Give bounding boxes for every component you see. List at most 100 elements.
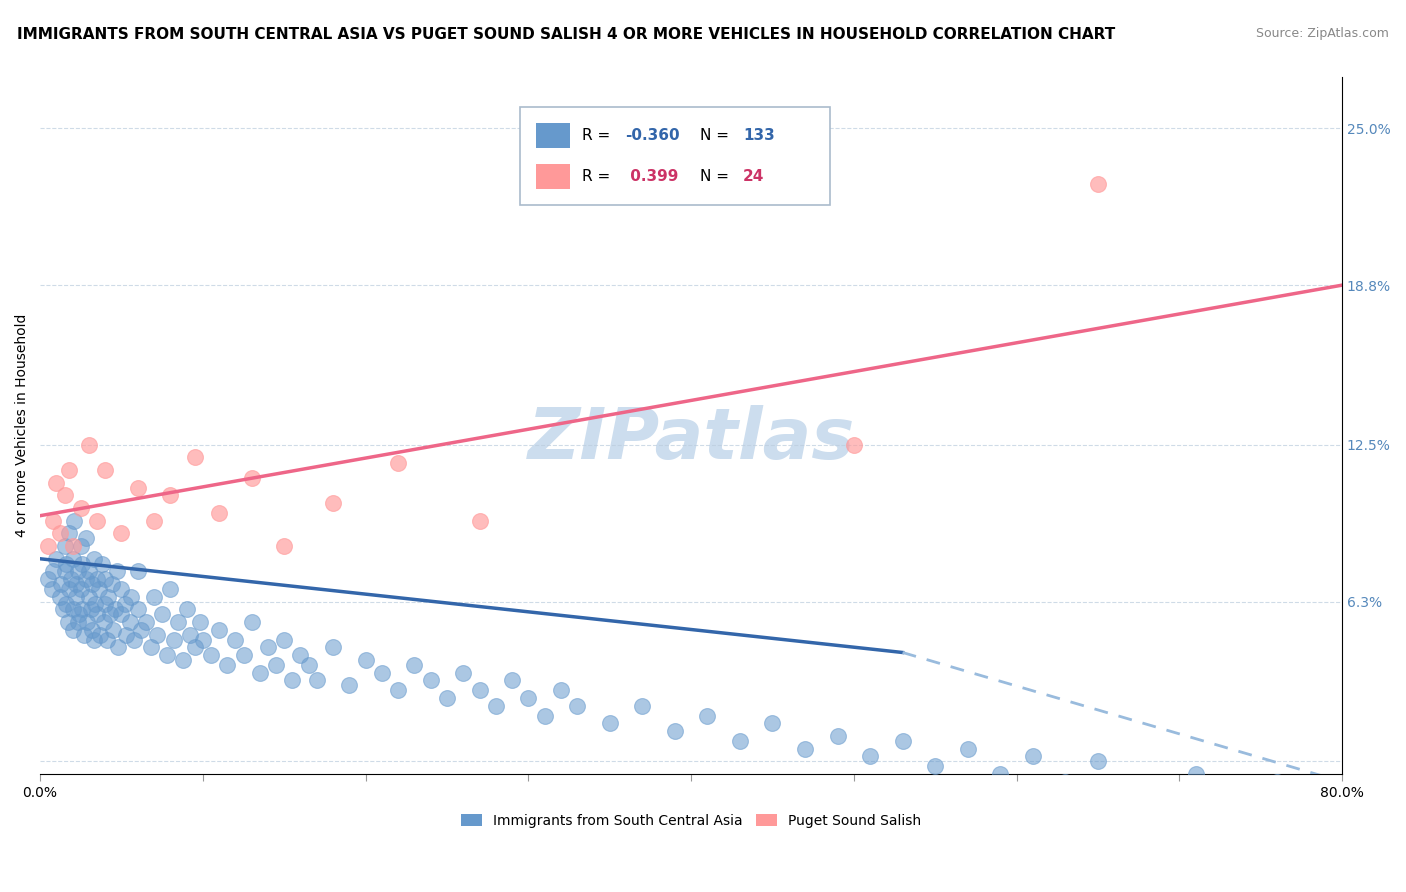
Point [139,640,162,655]
Point [1087,755,1109,769]
Point [41,582,63,596]
Point [387,683,409,698]
Point [83,551,105,566]
Text: 133: 133 [742,128,775,143]
FancyBboxPatch shape [520,107,830,205]
Point [232,648,254,662]
Point [146,628,169,642]
Point [1022,749,1045,764]
Point [62,623,84,637]
Point [1087,177,1109,191]
Point [794,741,817,756]
Point [129,623,152,637]
Point [75,572,97,586]
Point [322,496,344,510]
Point [322,640,344,655]
Point [664,724,686,739]
Point [533,708,555,723]
Text: IMMIGRANTS FROM SOUTH CENTRAL ASIA VS PUGET SOUND SALISH 4 OR MORE VEHICLES IN H: IMMIGRANTS FROM SOUTH CENTRAL ASIA VS PU… [17,27,1115,42]
Point [305,673,328,688]
Point [191,632,214,647]
Point [172,653,194,667]
Point [162,632,184,647]
Point [419,673,441,688]
Point [100,577,122,591]
Point [120,590,142,604]
Point [127,602,149,616]
Point [240,471,263,485]
Point [1184,767,1206,781]
Point [599,716,621,731]
Point [45,475,67,490]
Point [264,658,287,673]
Point [354,653,377,667]
Point [77,565,100,579]
Text: N =: N = [700,169,734,185]
Point [167,615,190,629]
Point [104,602,127,616]
Text: ZIPatlas: ZIPatlas [527,405,855,475]
Point [290,648,312,662]
Point [200,648,222,662]
Point [371,665,394,680]
Point [69,501,91,516]
Point [107,640,129,655]
Point [73,628,96,642]
Point [52,602,75,616]
Point [217,658,239,673]
Point [150,607,173,622]
Point [859,749,882,764]
Point [240,615,263,629]
Point [135,615,157,629]
Point [79,602,101,616]
Point [53,539,76,553]
Text: N =: N = [700,128,734,143]
Point [67,607,90,622]
Point [97,590,120,604]
Point [82,577,104,591]
Point [114,598,136,612]
Point [156,648,179,662]
Point [55,598,77,612]
Point [1330,780,1353,794]
FancyBboxPatch shape [536,123,569,148]
Point [98,607,121,622]
Point [924,759,946,773]
Point [110,582,132,596]
Point [1265,774,1288,789]
Text: R =: R = [582,169,620,185]
Point [65,577,87,591]
Point [77,590,100,604]
Point [337,678,360,692]
Text: 24: 24 [742,169,765,185]
FancyBboxPatch shape [536,164,569,189]
Point [48,590,70,604]
Point [188,615,211,629]
Point [501,673,523,688]
Point [118,615,141,629]
Point [37,539,59,553]
Point [127,565,149,579]
Point [1233,785,1256,799]
Point [208,623,231,637]
Point [468,514,491,528]
Point [55,557,77,571]
Point [94,463,117,477]
Point [94,572,117,586]
Point [110,607,132,622]
Point [66,565,89,579]
Point [65,590,87,604]
Point [75,532,97,546]
Point [96,632,118,647]
Point [37,572,59,586]
Point [249,665,271,680]
Point [208,506,231,520]
Point [761,716,783,731]
Text: Source: ZipAtlas.com: Source: ZipAtlas.com [1256,27,1389,40]
Point [86,607,108,622]
Point [451,665,474,680]
Text: R =: R = [582,128,616,143]
Point [436,691,458,706]
Point [631,698,654,713]
Point [183,450,205,465]
